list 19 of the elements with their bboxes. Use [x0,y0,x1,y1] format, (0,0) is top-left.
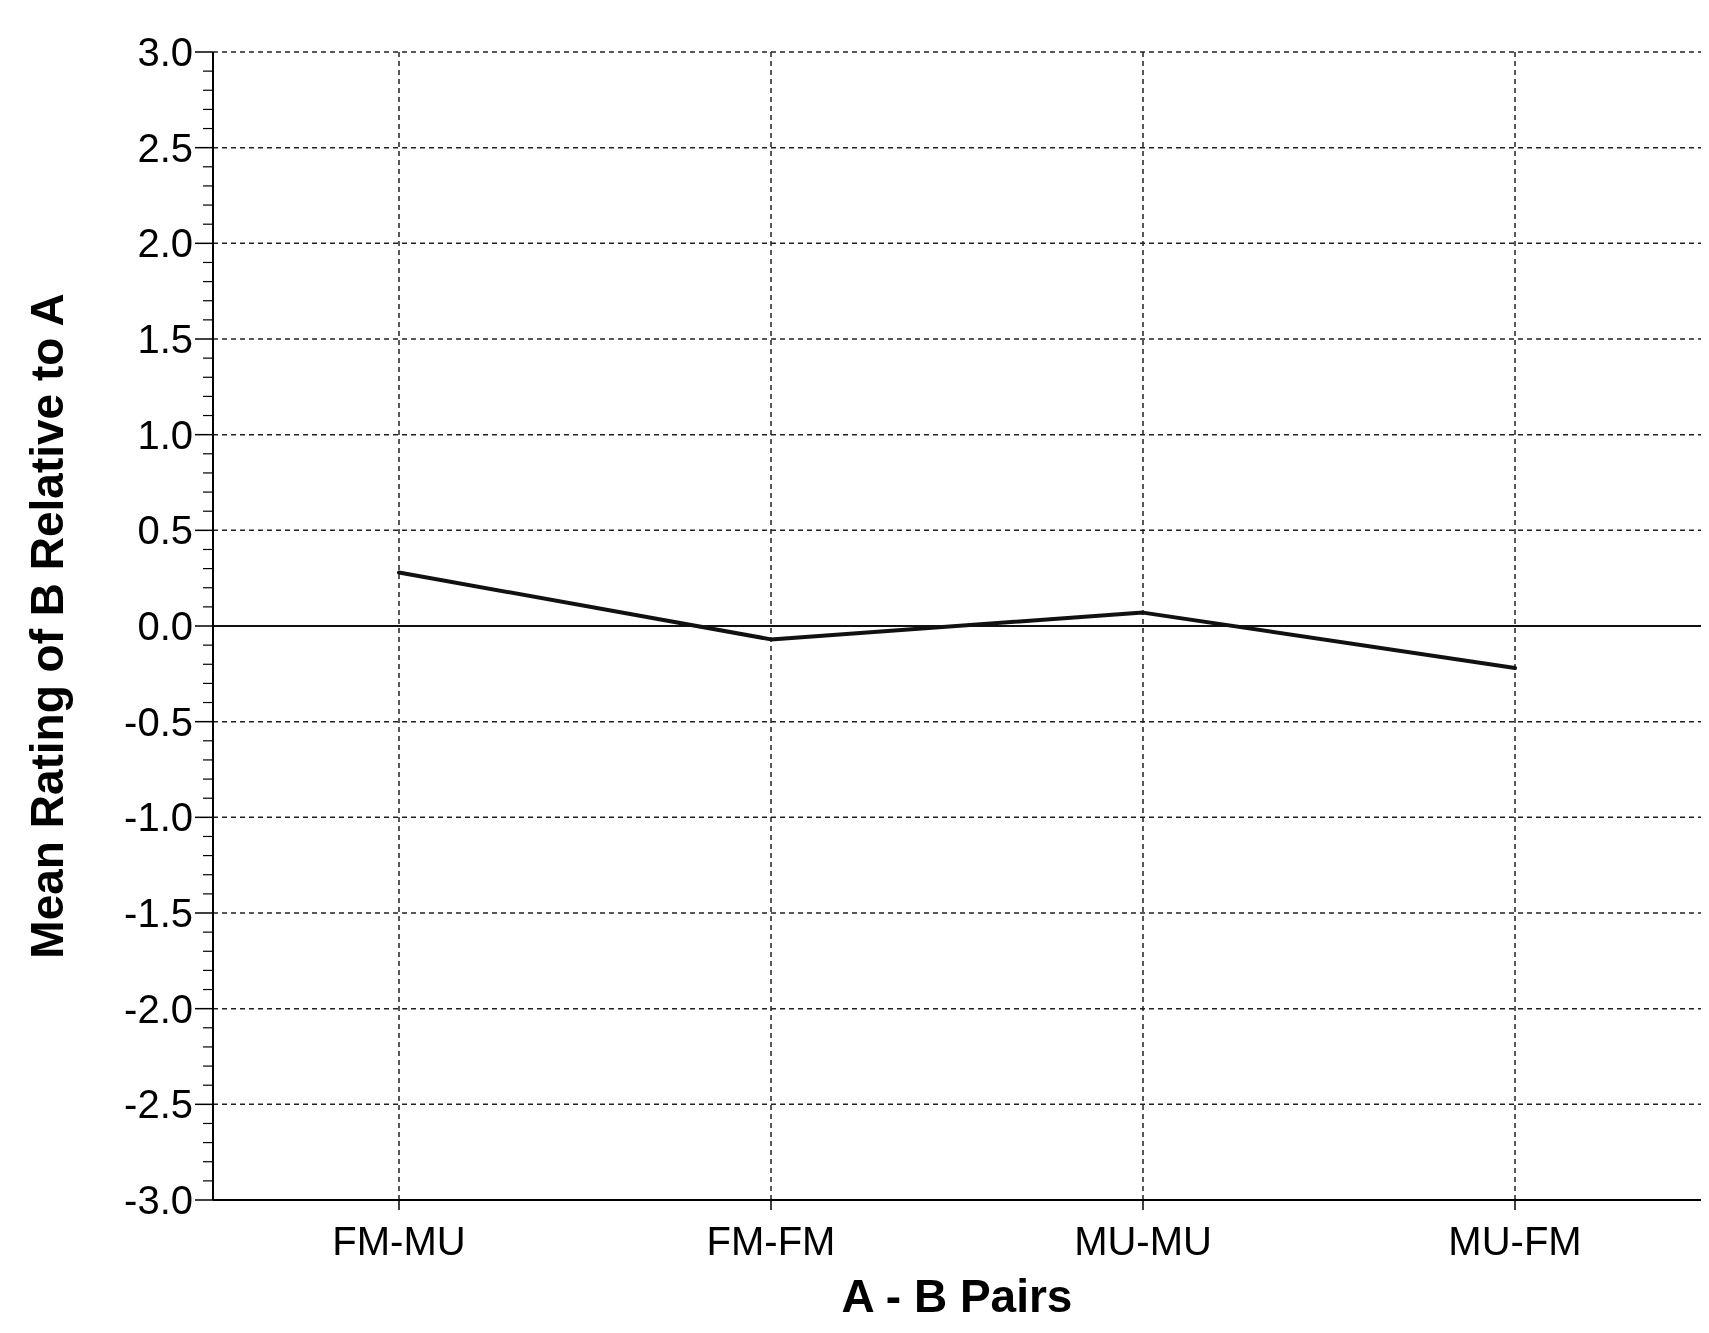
y-tick-label: 2.0 [137,221,193,266]
y-tick-label: 2.5 [137,125,193,170]
y-tick-label: -1.0 [124,795,193,840]
y-tick-label: -2.5 [124,1082,193,1127]
x-tick-label: FM-MU [332,1219,466,1263]
x-tick-label: MU-MU [1074,1219,1212,1263]
y-tick-label: 3.0 [137,30,193,74]
x-axis-title: A - B Pairs [841,1270,1073,1322]
x-tick-label: MU-FM [1448,1219,1582,1263]
y-tick-label: 1.0 [137,412,193,457]
y-tick-label: -0.5 [124,699,193,744]
y-tick-label: 1.5 [137,317,193,361]
y-tick-label: 0.5 [137,508,193,553]
y-tick-label: -1.5 [124,891,193,935]
y-axis-title: Mean Rating of B Relative to A [21,293,73,959]
x-tick-label: FM-FM [706,1219,836,1263]
y-tick-label: -2.0 [124,986,193,1031]
y-tick-label: -3.0 [124,1178,193,1222]
y-tick-label: 0.0 [137,604,193,648]
